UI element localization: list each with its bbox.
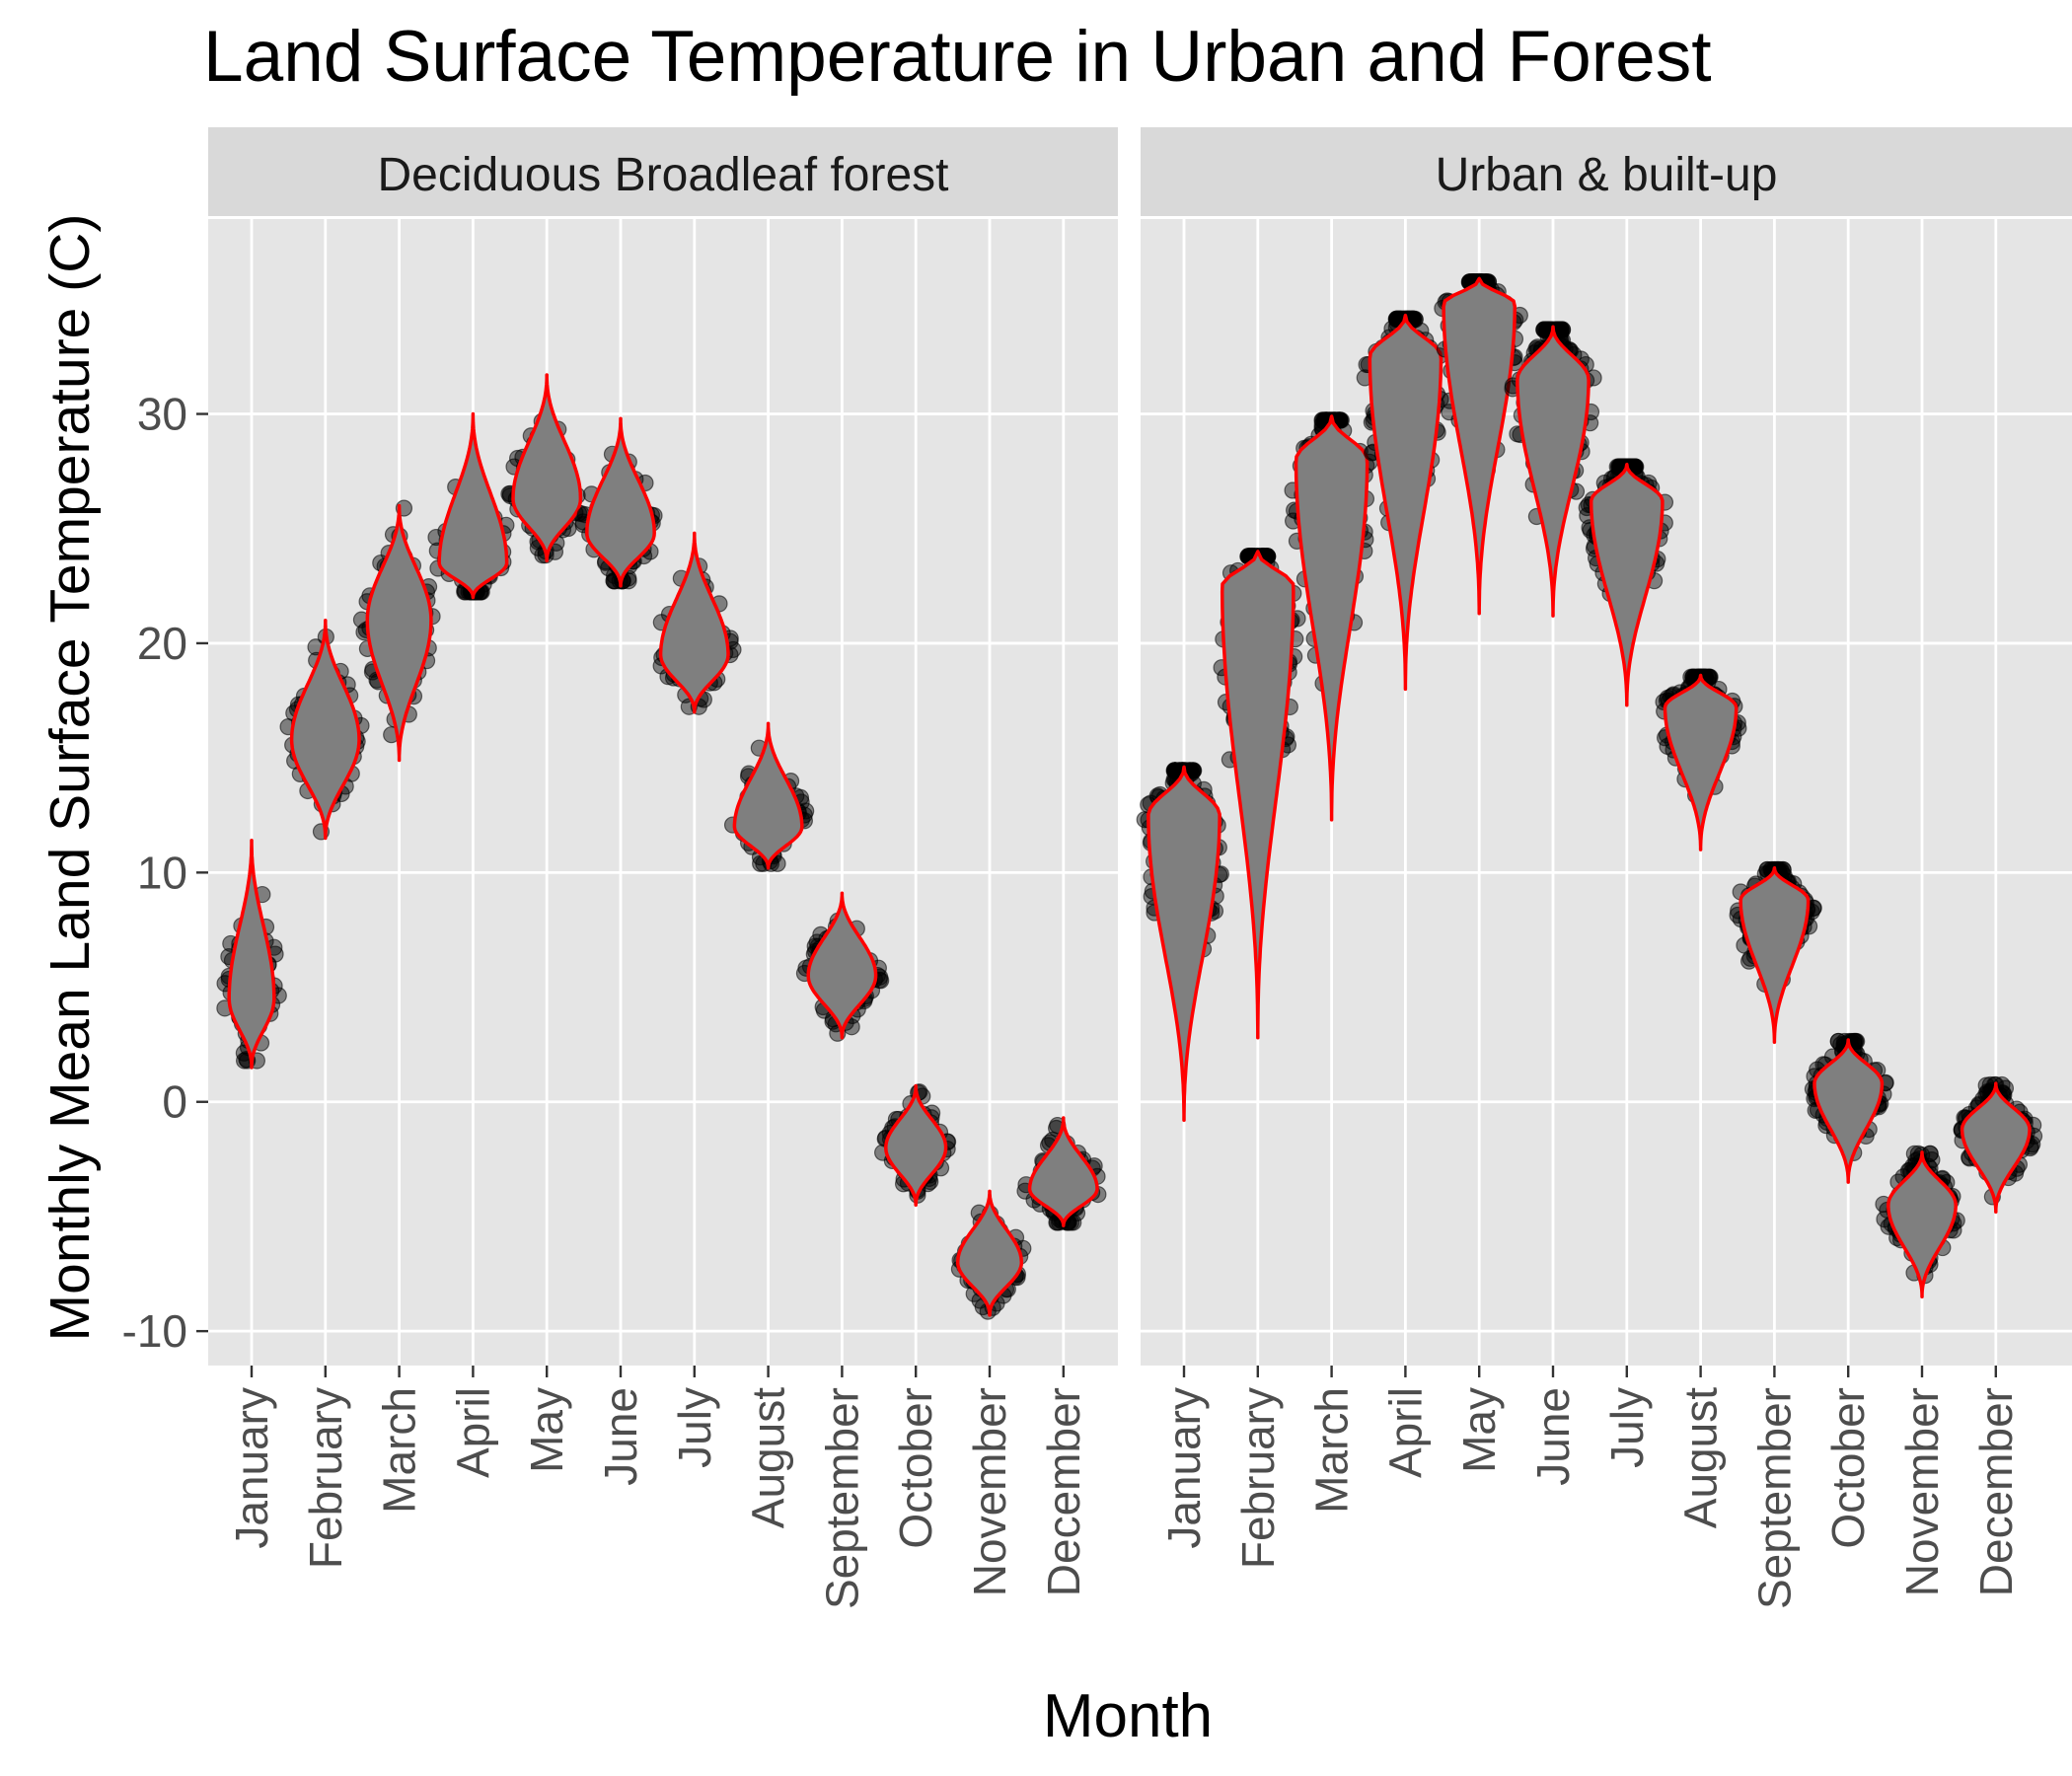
violin-may <box>500 373 590 564</box>
panel-forest: Deciduous Broadleaf forest January Februar… <box>208 127 1118 1609</box>
facet-strip-label: Urban & built-up <box>1436 149 1778 201</box>
y-tick-label: 30 <box>137 389 187 440</box>
y-tick-label: 20 <box>137 618 187 669</box>
facet-strip-label: Deciduous Broadleaf forest <box>378 149 949 201</box>
x-tick-label: April <box>447 1387 498 1478</box>
x-tick-label: June <box>595 1387 646 1486</box>
x-tick-label: October <box>890 1387 941 1549</box>
x-axis-title: Month <box>1043 1682 1213 1750</box>
violin-shape <box>1220 550 1295 1040</box>
violin-shape <box>511 373 583 563</box>
violin-october <box>874 1083 957 1208</box>
violin-july <box>1578 458 1674 707</box>
x-tick-label: November <box>1896 1387 1948 1596</box>
x-tick-label: July <box>1601 1387 1653 1468</box>
violin-shape <box>289 618 361 841</box>
violin-shape <box>1589 462 1665 707</box>
violin-shape <box>732 721 804 870</box>
x-tick-label: January <box>1158 1387 1210 1549</box>
y-tick-label: 0 <box>162 1076 187 1128</box>
violin-may <box>1434 273 1528 616</box>
panel-urban: Urban & built-up January February March Apri… <box>1136 127 2072 1609</box>
violin-shape <box>1442 276 1517 616</box>
y-tick-label: 10 <box>137 847 187 898</box>
violin-december <box>1016 1116 1107 1231</box>
violin-shape <box>1147 765 1221 1123</box>
violin-shape <box>1368 313 1443 692</box>
x-tick-label: March <box>374 1387 425 1514</box>
x-tick-label: February <box>300 1387 351 1569</box>
violin-shape <box>1027 1116 1099 1227</box>
facet-strip <box>1141 127 2072 216</box>
violin-february <box>1213 548 1306 1040</box>
violin-july <box>652 531 742 715</box>
violin-june <box>574 416 663 590</box>
violin-august <box>1655 668 1747 851</box>
violin-september <box>1729 860 1822 1045</box>
violin-march <box>1284 411 1378 822</box>
x-tick-label: January <box>226 1387 277 1549</box>
x-tick-label: August <box>743 1387 794 1528</box>
violin-april <box>1356 310 1449 692</box>
violin-shape <box>1516 325 1591 618</box>
y-axis-title: Monthly Mean Land Surface Temperature (C… <box>38 214 102 1342</box>
violin-shape <box>884 1083 948 1208</box>
x-axis: January February March April May June July Augu… <box>226 1366 1089 1609</box>
x-tick-label: October <box>1822 1387 1874 1549</box>
chart-title: Land Surface Temperature in Urban and Fo… <box>203 17 1711 97</box>
x-tick-label: December <box>1970 1387 2022 1596</box>
violin-august <box>723 721 815 872</box>
violin-april <box>427 411 515 601</box>
x-tick-label: March <box>1306 1387 1358 1514</box>
y-axis: -10 0 10 20 30 <box>122 389 208 1357</box>
violin-shape <box>806 891 878 1040</box>
violin-november <box>950 1189 1032 1320</box>
violin-shape <box>658 531 730 714</box>
violin-march <box>352 499 441 763</box>
violin-january <box>1136 762 1229 1123</box>
violin-shape <box>955 1189 1024 1317</box>
x-tick-label: February <box>1232 1387 1284 1569</box>
violin-shape <box>1663 673 1739 851</box>
x-tick-label: November <box>964 1387 1015 1596</box>
x-tick-label: August <box>1675 1387 1727 1528</box>
x-tick-label: September <box>1748 1387 1800 1609</box>
x-tick-label: September <box>816 1387 867 1609</box>
violin-shape <box>585 416 656 588</box>
x-tick-label: April <box>1379 1387 1431 1478</box>
y-tick-label: -10 <box>122 1305 187 1357</box>
x-tick-label: May <box>521 1387 572 1473</box>
x-tick-label: July <box>669 1387 720 1468</box>
violin-january <box>216 839 287 1070</box>
violin-shape <box>365 503 433 763</box>
violin-february <box>279 618 370 841</box>
violin-shape <box>1294 414 1369 822</box>
panel-background <box>208 219 1118 1366</box>
x-tick-label: May <box>1453 1387 1505 1473</box>
violin-shape <box>227 839 276 1070</box>
x-axis: January February March April May June July Augu… <box>1158 1366 2022 1609</box>
facet-strip <box>208 127 1118 216</box>
violin-shape <box>437 411 509 600</box>
violin-june <box>1504 321 1602 618</box>
violin-september <box>795 891 890 1042</box>
x-tick-label: December <box>1038 1387 1089 1596</box>
x-tick-label: June <box>1527 1387 1579 1486</box>
